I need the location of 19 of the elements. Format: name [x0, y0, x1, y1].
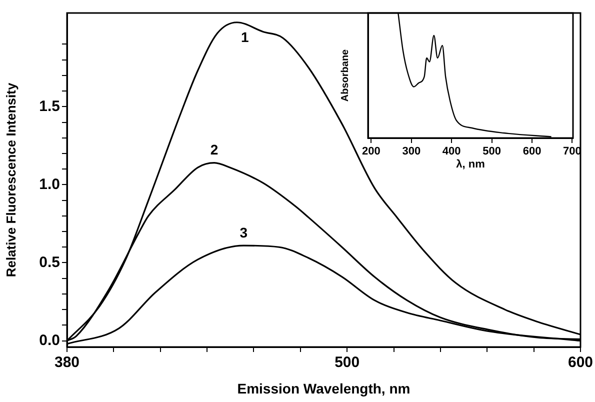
- y-tick-label: 1.0: [39, 176, 60, 193]
- x-axis-title: λ, nm: [456, 158, 486, 170]
- x-tick-label: 500: [334, 354, 360, 372]
- series-label: 3: [240, 224, 248, 240]
- y-axis-title: Relative Fluorescence Intensity: [3, 82, 18, 278]
- y-tick-label: 1.5: [39, 98, 60, 115]
- x-tick-label: 600: [522, 146, 542, 158]
- x-tick-label: 600: [568, 354, 593, 372]
- x-tick-label: 400: [442, 146, 461, 158]
- x-tick-label: 300: [402, 146, 421, 158]
- y-tick-label: 0.5: [39, 254, 60, 271]
- x-tick-label: 380: [54, 354, 80, 372]
- x-tick-label: 500: [482, 146, 501, 158]
- series-label: 1: [241, 29, 250, 46]
- y-axis-title: Absorbane: [340, 48, 351, 102]
- x-axis-title: Emission Wavelength, nm: [237, 380, 410, 396]
- series-label: 2: [210, 142, 218, 158]
- x-tick-label: 200: [362, 146, 380, 158]
- y-tick-label: 0.0: [39, 332, 60, 349]
